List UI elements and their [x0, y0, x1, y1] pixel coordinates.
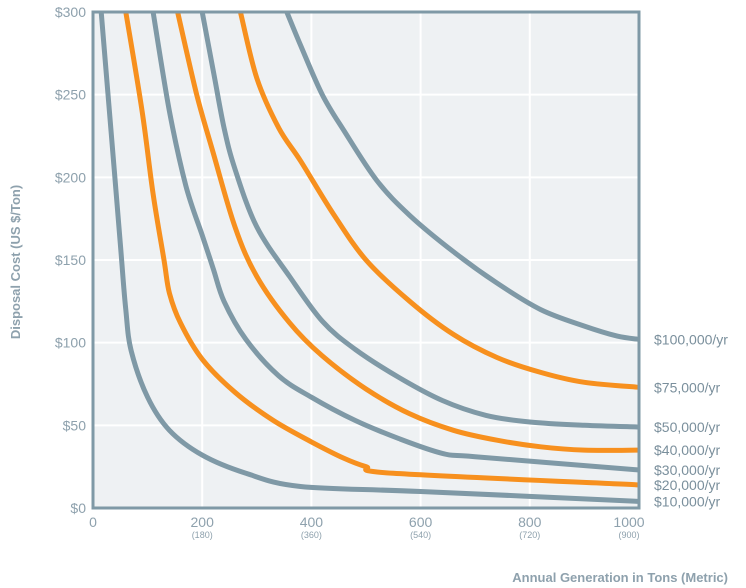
y-axis-ticks: $0 $50 $100 $150 $200 $250 $300: [55, 4, 86, 516]
y-tick-label: $300: [55, 4, 86, 20]
series-label: $30,000/yr: [654, 462, 720, 478]
y-axis-title: Disposal Cost (US $/Ton): [8, 185, 23, 339]
x-axis-title: Annual Generation in Tons (Metric): [512, 570, 728, 585]
series-line: [175, 11, 640, 453]
x-tick-label: 1000: [613, 514, 644, 530]
y-tick-label: $50: [63, 417, 87, 433]
y-tick-label: $150: [55, 252, 86, 268]
y-tick-label: $200: [55, 169, 86, 185]
x-tick-label: 600: [409, 514, 433, 530]
x-tick-label: 400: [300, 514, 324, 530]
y-tick-label: $100: [55, 335, 86, 351]
x-axis-ticks: 0 200(180) 400(360) 600(540) 800(720) 1000(90…: [89, 514, 645, 540]
series-labels: $10,000/yr$20,000/yr$30,000/yr $40,000/yr…: [654, 331, 728, 509]
series-line: [150, 11, 640, 473]
series-label: $50,000/yr: [654, 419, 720, 435]
x-tick-sublabel: (540): [410, 530, 431, 540]
series-line: [123, 11, 640, 488]
x-tick-sublabel: (900): [618, 530, 639, 540]
series-label: $20,000/yr: [654, 477, 720, 493]
series-line: [199, 11, 640, 430]
plot-frame: [91, 10, 641, 510]
y-tick-label: $250: [55, 87, 86, 103]
series-label: $75,000/yr: [654, 379, 720, 395]
series-label: $40,000/yr: [654, 442, 720, 458]
series-line: [98, 11, 640, 504]
x-tick-sublabel: (360): [301, 530, 322, 540]
x-tick-label: 800: [518, 514, 542, 530]
series-line: [284, 11, 640, 342]
y-tick-label: $0: [70, 500, 86, 516]
series-line: [237, 11, 640, 390]
x-tick-label: 0: [89, 514, 97, 530]
x-tick-sublabel: (720): [519, 530, 540, 540]
x-tick-label: 200: [191, 514, 215, 530]
series-label: $100,000/yr: [654, 331, 728, 347]
series-lines: [98, 11, 640, 504]
x-tick-sublabel: (180): [192, 530, 213, 540]
series-label: $10,000/yr: [654, 493, 720, 509]
